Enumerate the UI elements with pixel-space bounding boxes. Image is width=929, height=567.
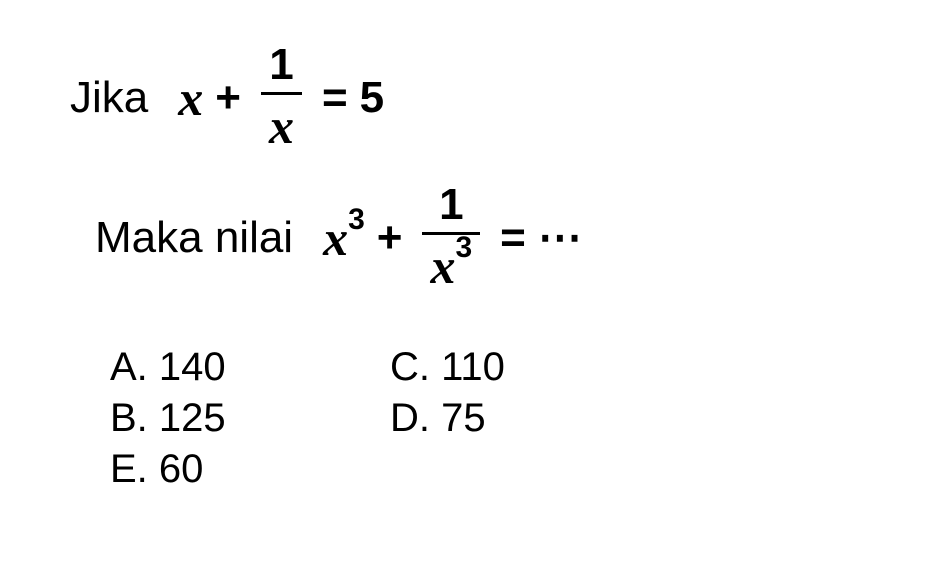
line1-prefix: Jika [70, 73, 148, 123]
line1-equation: x + 1 x = 5 [178, 40, 384, 155]
line2-var-x: x [323, 210, 348, 266]
line2-equals: = [500, 213, 526, 263]
line2-prefix: Maka nilai [95, 213, 293, 263]
line2-dots: ⋯ [538, 212, 582, 263]
options-column-1: A. 140 B. 125 [110, 345, 390, 447]
line2-exponent-1: 3 [348, 203, 365, 236]
option-a: A. 140 [110, 345, 390, 390]
option-c: C. 110 [390, 345, 690, 390]
options-column-3: E. 60 [110, 447, 310, 498]
line1-var-x: x [178, 69, 203, 127]
answer-options: A. 140 B. 125 C. 110 D. 75 E. 60 [110, 345, 859, 498]
line2-fraction: 1 x3 [422, 180, 480, 295]
line2-frac-den-x: x [430, 238, 455, 294]
line1-rhs: 5 [360, 73, 384, 123]
line1-plus: + [215, 73, 241, 123]
line2-plus: + [377, 213, 403, 263]
option-b: B. 125 [110, 396, 390, 441]
line1-frac-denominator: x [261, 92, 302, 155]
line2-equation: x3 + 1 x3 = ⋯ [323, 180, 582, 295]
line1-equals: = [322, 73, 348, 123]
options-column-2: C. 110 D. 75 [390, 345, 690, 447]
line2-frac-den-exp: 3 [455, 231, 472, 264]
problem-line-2: Maka nilai x3 + 1 x3 = ⋯ [95, 180, 859, 295]
line1-frac-numerator: 1 [261, 40, 301, 92]
line1-fraction: 1 x [261, 40, 302, 155]
line2-frac-denominator: x3 [422, 232, 480, 295]
problem-line-1: Jika x + 1 x = 5 [70, 40, 859, 155]
line2-x-cubed: x3 [323, 209, 365, 267]
option-d: D. 75 [390, 396, 690, 441]
option-e: E. 60 [110, 447, 310, 492]
line2-frac-numerator: 1 [431, 180, 471, 232]
